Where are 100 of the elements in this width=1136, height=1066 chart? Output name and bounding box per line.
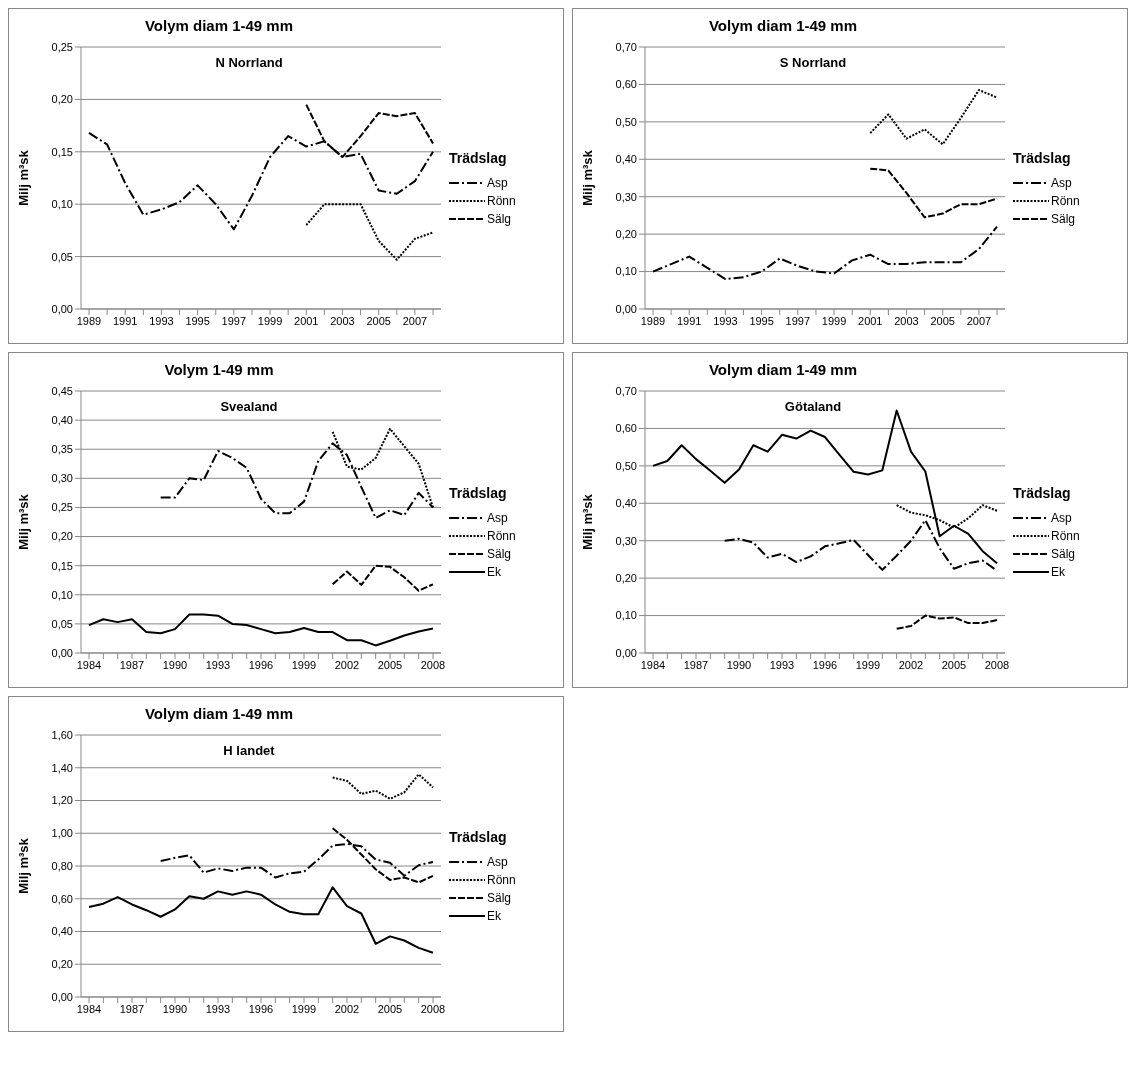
y-tick-label: 0,50 xyxy=(615,459,637,472)
x-tick-label: 1999 xyxy=(821,314,847,327)
x-tick-label: 2005 xyxy=(366,314,391,327)
y-tick-label: 0,70 xyxy=(615,40,637,53)
legend-label: Rönn xyxy=(487,873,516,887)
text: S Norrland xyxy=(778,55,848,70)
y-tick-label: 0,40 xyxy=(51,414,73,427)
legend-label: Ek xyxy=(1051,565,1066,579)
x-tick-label: 1991 xyxy=(112,314,138,327)
x-tick-label: 2008 xyxy=(420,658,446,671)
y-tick-label: 0,10 xyxy=(615,265,637,278)
x-tick-label: 1991 xyxy=(676,314,702,327)
line-series xyxy=(869,89,998,146)
x-tick-label: 1993 xyxy=(149,314,174,327)
text: H landet xyxy=(222,743,276,758)
legend-label: Sälg xyxy=(487,212,512,226)
y-tick-label: 0,25 xyxy=(51,40,73,53)
x-tick-label: 2003 xyxy=(330,314,355,327)
x-tick-label: 1999 xyxy=(855,658,881,671)
chart-title: Volym diam 1-49 mm xyxy=(707,17,859,34)
x-tick-label: 1993 xyxy=(713,314,738,327)
y-tick-label: 0,30 xyxy=(51,472,73,485)
x-tick-label: 2008 xyxy=(984,658,1010,671)
y-tick-label: 0,00 xyxy=(615,302,637,315)
x-tick-label: 1987 xyxy=(119,1002,145,1015)
legend-title: Trädslag xyxy=(1013,485,1072,501)
x-tick-label: 2001 xyxy=(294,314,319,327)
y-tick-label: 0,25 xyxy=(51,501,73,514)
line-series xyxy=(88,886,434,954)
y-tick-label: 0,20 xyxy=(51,530,73,543)
legend-title: Trädslag xyxy=(449,150,508,166)
x-tick-label: 1990 xyxy=(162,1002,188,1015)
x-tick-label: 2005 xyxy=(930,314,955,327)
x-tick-label: 1984 xyxy=(76,1002,102,1015)
x-tick-label: 1997 xyxy=(785,314,811,327)
x-tick-label: 1989 xyxy=(76,314,102,327)
x-tick-label: 2007 xyxy=(966,314,992,327)
x-tick-label: 1993 xyxy=(205,1002,231,1015)
x-tick-label: 1995 xyxy=(185,314,210,327)
chart-title: Volym diam 1-49 mm xyxy=(707,361,859,378)
x-tick-label: 1993 xyxy=(205,658,231,671)
y-tick-label: 0,60 xyxy=(615,78,637,91)
x-tick-label: 1996 xyxy=(812,658,838,671)
y-axis-title: Milj m³sk xyxy=(579,493,595,550)
x-tick-label: 1996 xyxy=(248,658,274,671)
x-tick-label: 1990 xyxy=(162,658,188,671)
y-tick-label: 1,20 xyxy=(51,794,73,807)
line-series xyxy=(723,519,998,572)
text: Svealand xyxy=(219,399,279,414)
y-tick-label: 0,30 xyxy=(615,190,637,203)
chart-title: Volym 1-49 mm xyxy=(163,361,275,378)
line-series xyxy=(305,203,434,261)
y-tick-label: 0,80 xyxy=(51,859,73,872)
chart-title: Volym diam 1-49 mm xyxy=(143,17,295,34)
y-tick-label: 0,15 xyxy=(51,145,73,158)
text: N Norrland xyxy=(214,55,284,70)
line-series xyxy=(652,225,998,281)
y-tick-label: 0,20 xyxy=(615,572,637,585)
legend-label: Asp xyxy=(487,855,508,869)
line-series xyxy=(331,564,434,592)
legend-title: Trädslag xyxy=(1013,150,1072,166)
y-tick-label: 0,00 xyxy=(51,302,73,315)
y-tick-label: 0,40 xyxy=(615,153,637,166)
x-tick-label: 2008 xyxy=(420,1002,446,1015)
x-tick-label: 1999 xyxy=(291,1002,317,1015)
x-tick-label: 2005 xyxy=(377,658,403,671)
x-tick-label: 2001 xyxy=(858,314,883,327)
y-tick-label: 0,00 xyxy=(51,990,73,1003)
x-tick-label: 2007 xyxy=(402,314,428,327)
y-tick-label: 0,15 xyxy=(51,559,73,572)
x-tick-label: 1987 xyxy=(119,658,145,671)
text: Götaland xyxy=(783,399,843,414)
x-tick-label: 1987 xyxy=(683,658,709,671)
legend-label: Asp xyxy=(487,511,508,525)
legend-label: Sälg xyxy=(1051,212,1076,226)
y-tick-label: 0,05 xyxy=(51,250,73,263)
line-series xyxy=(869,167,998,219)
x-tick-label: 1995 xyxy=(749,314,774,327)
legend-label: Rönn xyxy=(1051,529,1080,543)
y-tick-label: 0,60 xyxy=(51,892,73,905)
y-tick-label: 0,30 xyxy=(615,534,637,547)
legend-label: Sälg xyxy=(487,547,512,561)
legend-label: Ek xyxy=(487,565,502,579)
line-series xyxy=(895,614,998,630)
x-tick-label: 2002 xyxy=(898,658,924,671)
y-tick-label: 0,20 xyxy=(615,228,637,241)
x-tick-label: 1996 xyxy=(248,1002,274,1015)
x-tick-label: 1984 xyxy=(76,658,102,671)
y-axis-title: Milj m³sk xyxy=(15,149,31,206)
y-tick-label: 0,45 xyxy=(51,384,73,397)
y-tick-label: 0,20 xyxy=(51,93,73,106)
y-tick-label: 0,10 xyxy=(51,198,73,211)
legend-title: Trädslag xyxy=(449,485,508,501)
legend-label: Rönn xyxy=(487,529,516,543)
x-tick-label: 1993 xyxy=(769,658,795,671)
y-axis-title: Milj m³sk xyxy=(15,493,31,550)
y-tick-label: 0,35 xyxy=(51,443,73,456)
chart-title: Volym diam 1-49 mm xyxy=(143,705,295,722)
legend-label: Rönn xyxy=(1051,194,1080,208)
x-tick-label: 2003 xyxy=(894,314,919,327)
